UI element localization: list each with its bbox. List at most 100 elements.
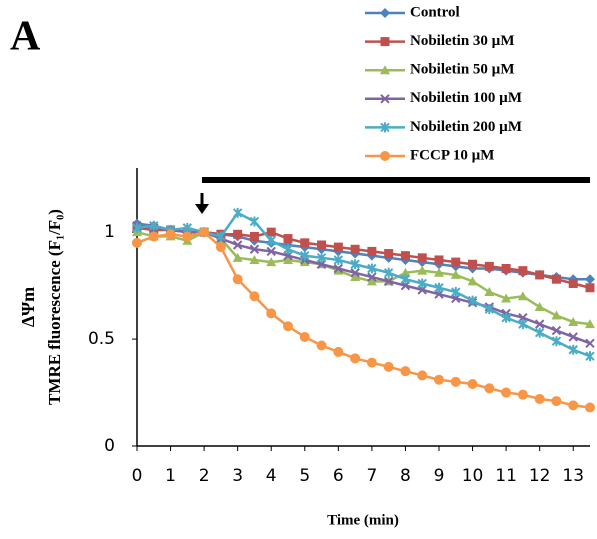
- marker: [585, 402, 595, 413]
- marker: [266, 257, 277, 267]
- marker: [316, 340, 327, 351]
- marker: [400, 267, 411, 277]
- marker: [232, 274, 243, 285]
- marker: [468, 259, 478, 269]
- marker: [333, 254, 344, 265]
- marker: [383, 267, 394, 278]
- y-axis-label: TMRE fluorescence (F₁/F₀): [45, 209, 64, 405]
- marker: [450, 269, 461, 279]
- y-tick-label: 0.5: [88, 329, 115, 349]
- marker: [350, 259, 360, 270]
- marker: [417, 253, 427, 263]
- marker: [585, 274, 595, 285]
- marker: [148, 231, 159, 242]
- marker: [232, 207, 243, 218]
- marker: [199, 227, 210, 238]
- marker: [535, 270, 545, 280]
- marker: [400, 274, 411, 285]
- marker: [551, 310, 562, 320]
- marker: [333, 346, 344, 357]
- marker: [317, 240, 327, 250]
- marker: [551, 274, 561, 284]
- marker: [283, 254, 293, 264]
- marker: [534, 327, 545, 338]
- marker: [534, 319, 545, 329]
- marker: [182, 231, 193, 242]
- marker: [300, 238, 310, 248]
- x-tick-label: 3: [232, 466, 243, 486]
- marker: [283, 321, 293, 332]
- marker: [380, 122, 390, 133]
- marker: [434, 374, 444, 385]
- marker: [467, 378, 478, 389]
- x-tick-label: 0: [132, 466, 143, 486]
- marker: [249, 291, 260, 302]
- marker: [132, 222, 142, 233]
- x-tick-label: 1: [165, 466, 176, 486]
- marker: [534, 393, 545, 404]
- marker: [283, 244, 293, 255]
- y-tick-label: 1: [104, 222, 115, 242]
- y-tick-label: 0: [104, 436, 115, 456]
- marker: [266, 246, 276, 257]
- marker: [333, 242, 343, 252]
- marker: [501, 293, 512, 303]
- marker: [215, 242, 226, 253]
- marker: [380, 37, 390, 47]
- marker: [366, 357, 377, 368]
- series-line: [136, 230, 591, 326]
- marker: [350, 353, 361, 364]
- marker: [333, 263, 344, 274]
- marker: [249, 231, 259, 241]
- marker: [266, 308, 277, 319]
- x-tick-label: 7: [366, 466, 377, 486]
- marker: [299, 331, 310, 342]
- marker: [517, 291, 528, 301]
- marker: [467, 276, 478, 286]
- marker: [585, 319, 595, 329]
- marker: [266, 235, 276, 246]
- marker: [316, 252, 327, 263]
- legend-label: Nobiletin 200 µM: [410, 119, 522, 135]
- marker: [249, 216, 260, 227]
- marker: [383, 361, 394, 372]
- marker: [534, 302, 545, 311]
- y-axis-label: ΔΨm: [18, 287, 38, 327]
- x-tick-label: 9: [434, 466, 445, 486]
- marker: [585, 283, 595, 293]
- x-tick-label: 2: [199, 466, 210, 486]
- marker: [383, 276, 394, 287]
- marker: [434, 255, 444, 265]
- marker: [568, 400, 579, 411]
- marker: [568, 278, 578, 288]
- legend-label: Nobiletin 50 µM: [410, 62, 514, 78]
- x-tick-label: 10: [462, 466, 484, 486]
- marker: [568, 344, 578, 355]
- marker: [568, 332, 578, 342]
- marker: [182, 222, 193, 233]
- marker: [233, 229, 243, 239]
- marker: [451, 287, 461, 298]
- marker: [484, 304, 495, 315]
- marker: [300, 250, 310, 261]
- marker: [380, 8, 390, 18]
- arrow-head: [195, 204, 209, 214]
- marker: [518, 266, 528, 276]
- marker: [551, 396, 562, 407]
- marker: [551, 325, 562, 336]
- panel-label: A: [10, 14, 41, 60]
- marker: [501, 387, 512, 398]
- marker: [484, 383, 495, 394]
- marker: [484, 261, 494, 271]
- marker: [232, 240, 243, 250]
- marker: [367, 263, 377, 274]
- x-tick-label: 5: [299, 466, 310, 486]
- series-line: [136, 230, 591, 409]
- marker: [132, 237, 142, 248]
- marker: [367, 246, 377, 256]
- marker: [367, 272, 377, 282]
- marker: [434, 282, 444, 293]
- x-tick-label: 8: [400, 466, 411, 486]
- marker: [350, 272, 361, 282]
- marker: [450, 376, 461, 387]
